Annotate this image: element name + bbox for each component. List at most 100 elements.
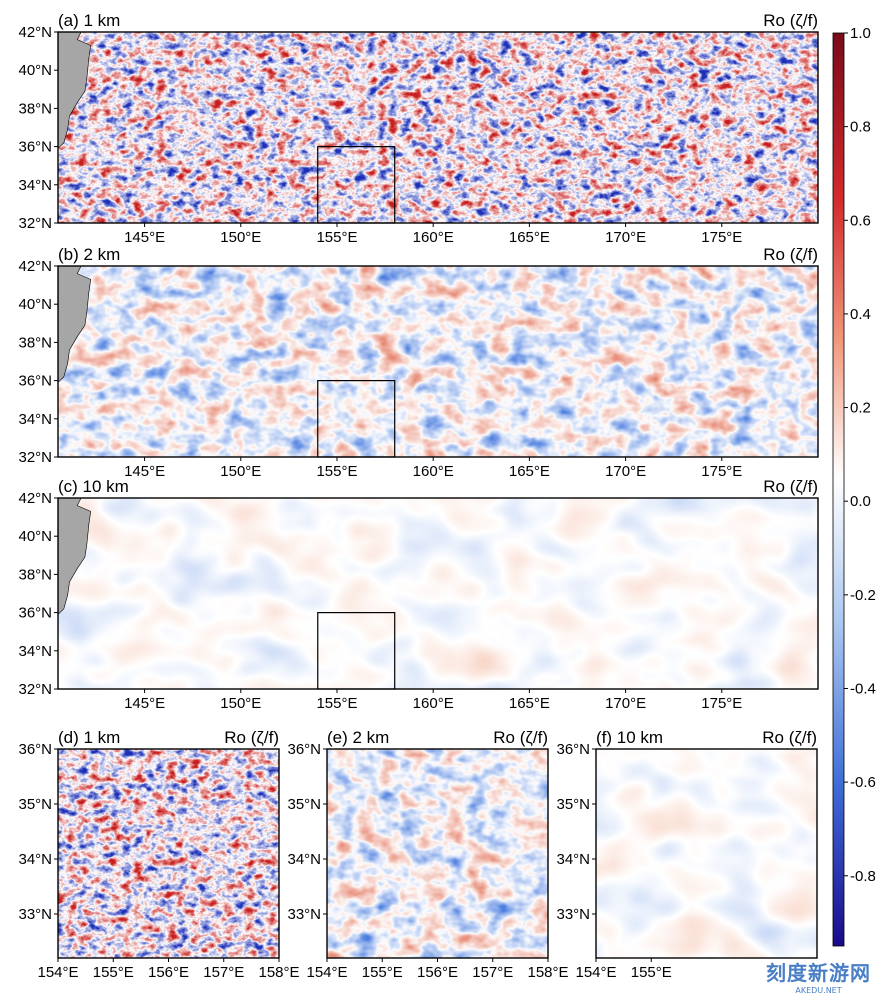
y-tick-label: 35°N (287, 796, 321, 813)
x-tick-label: 154°E (575, 964, 616, 981)
panel-a-frame (57, 31, 819, 224)
panel-e-variable-label: Ro (ζ/f) (493, 728, 548, 747)
colorbar-tick-label: -0.4 (850, 680, 876, 697)
panel-c: (c) 10 km Ro (ζ/f) 145°E 150°E 155°E 160°E 165… (18, 477, 819, 712)
panel-e-title: (e) 2 km (327, 728, 389, 747)
y-tick-label: 38°N (18, 100, 52, 117)
y-tick-label: 38°N (18, 334, 52, 351)
y-tick-label: 33°N (18, 906, 52, 923)
y-tick-label: 40°N (18, 296, 52, 313)
x-tick-label: 156°E (148, 964, 189, 981)
x-tick-label: 145°E (124, 695, 165, 712)
colorbar-tick-label: -0.2 (850, 587, 876, 604)
y-tick-label: 36°N (287, 741, 321, 758)
x-tick-label: 158°E (527, 964, 568, 981)
panel-d-title: (d) 1 km (58, 728, 120, 747)
x-tick-label: 160°E (413, 229, 454, 246)
y-tick-label: 35°N (18, 796, 52, 813)
y-tick-label: 42°N (18, 258, 52, 275)
y-tick-label: 36°N (18, 741, 52, 758)
y-tick-label: 33°N (556, 906, 590, 923)
panel-c-field (58, 498, 818, 689)
panel-a-title: (a) 1 km (58, 11, 120, 30)
watermark-subtext: AKEDU.NET (795, 986, 842, 995)
x-tick-label: 165°E (509, 695, 550, 712)
y-tick-label: 36°N (18, 605, 52, 622)
panel-b-title: (b) 2 km (58, 245, 120, 264)
y-tick-label: 34°N (18, 411, 52, 428)
panel-c-variable-label: Ro (ζ/f) (763, 477, 818, 496)
y-tick-label: 40°N (18, 528, 52, 545)
x-tick-label: 145°E (124, 229, 165, 246)
panel-a: (a) 1 km Ro (ζ/f) 145°E 150°E 155°E 160°E 165°… (18, 11, 819, 246)
x-tick-label: 157°E (472, 964, 513, 981)
y-tick-label: 34°N (18, 177, 52, 194)
panel-d-variable-label: Ro (ζ/f) (224, 728, 279, 747)
colorbar-tick-label: 0.4 (850, 306, 871, 323)
panel-f-variable-label: Ro (ζ/f) (762, 728, 817, 747)
y-tick-label: 36°N (18, 139, 52, 156)
y-tick-label: 33°N (287, 906, 321, 923)
panel-c-title: (c) 10 km (58, 477, 129, 496)
colorbar-tick-label: 0.0 (850, 493, 871, 510)
panel-e: (e) 2 km Ro (ζ/f) 154°E 155°E 156°E 157°E 158°… (287, 728, 568, 981)
panel-b: (b) 2 km Ro (ζ/f) 145°E 150°E 155°E 160°E 165°… (18, 245, 819, 480)
colorbar: 1.0 0.8 0.6 0.4 0.2 0.0 -0.2 -0.4 -0.6 -0.8 (832, 25, 876, 947)
colorbar-gradient (832, 32, 845, 947)
x-tick-label: 150°E (220, 229, 261, 246)
x-tick-label: 155°E (362, 964, 403, 981)
x-tick-label: 175°E (701, 463, 742, 480)
land-mass (58, 266, 92, 383)
panel-e-field (327, 749, 548, 958)
colorbar-tick-label: -0.6 (850, 774, 876, 791)
y-tick-label: 36°N (556, 741, 590, 758)
panel-f-frame (595, 748, 818, 959)
land-mass (58, 32, 92, 149)
y-tick-label: 40°N (18, 62, 52, 79)
y-tick-label: 35°N (556, 796, 590, 813)
x-tick-label: 175°E (701, 229, 742, 246)
x-tick-label: 156°E (417, 964, 458, 981)
panel-a-field (58, 32, 818, 223)
x-tick-label: 155°E (93, 964, 134, 981)
panel-c-frame (57, 497, 819, 690)
y-tick-label: 38°N (18, 566, 52, 583)
x-tick-label: 157°E (203, 964, 244, 981)
x-tick-label: 154°E (37, 964, 78, 981)
y-tick-label: 42°N (18, 490, 52, 507)
panel-d-field (58, 749, 279, 958)
x-tick-label: 170°E (605, 229, 646, 246)
x-tick-label: 155°E (316, 463, 357, 480)
x-tick-label: 145°E (124, 463, 165, 480)
y-tick-label: 32°N (18, 449, 52, 466)
watermark: 刻度新游网 AKEDU.NET (766, 957, 871, 995)
y-tick-label: 32°N (18, 215, 52, 232)
panel-f-title: (f) 10 km (596, 728, 663, 747)
x-tick-label: 155°E (316, 695, 357, 712)
y-tick-label: 34°N (287, 851, 321, 868)
x-tick-label: 158°E (258, 964, 299, 981)
colorbar-tick-label: 0.2 (850, 400, 871, 417)
colorbar-tick-label: 0.8 (850, 119, 871, 136)
y-tick-label: 34°N (18, 643, 52, 660)
panel-f: (f) 10 km Ro (ζ/f) 154°E 155°E 33°N 34°N 35°N 3… (556, 728, 818, 981)
x-tick-label: 154°E (306, 964, 347, 981)
x-tick-label: 155°E (631, 964, 672, 981)
y-tick-label: 42°N (18, 24, 52, 41)
watermark-text: 刻度新游网 (766, 961, 871, 985)
x-tick-label: 175°E (701, 695, 742, 712)
x-tick-label: 150°E (220, 463, 261, 480)
panel-d: (d) 1 km Ro (ζ/f) 154°E 155°E 156°E 157°E 158°… (18, 728, 299, 981)
x-tick-label: 170°E (605, 695, 646, 712)
panel-b-variable-label: Ro (ζ/f) (763, 245, 818, 264)
panel-a-variable-label: Ro (ζ/f) (763, 11, 818, 30)
colorbar-tick-label: 1.0 (850, 25, 871, 42)
y-tick-label: 34°N (18, 851, 52, 868)
panel-b-frame (57, 265, 819, 458)
x-tick-label: 165°E (509, 229, 550, 246)
colorbar-tick-label: -0.8 (850, 868, 876, 885)
y-tick-label: 34°N (556, 851, 590, 868)
y-tick-label: 32°N (18, 681, 52, 698)
land-mass (58, 498, 92, 615)
